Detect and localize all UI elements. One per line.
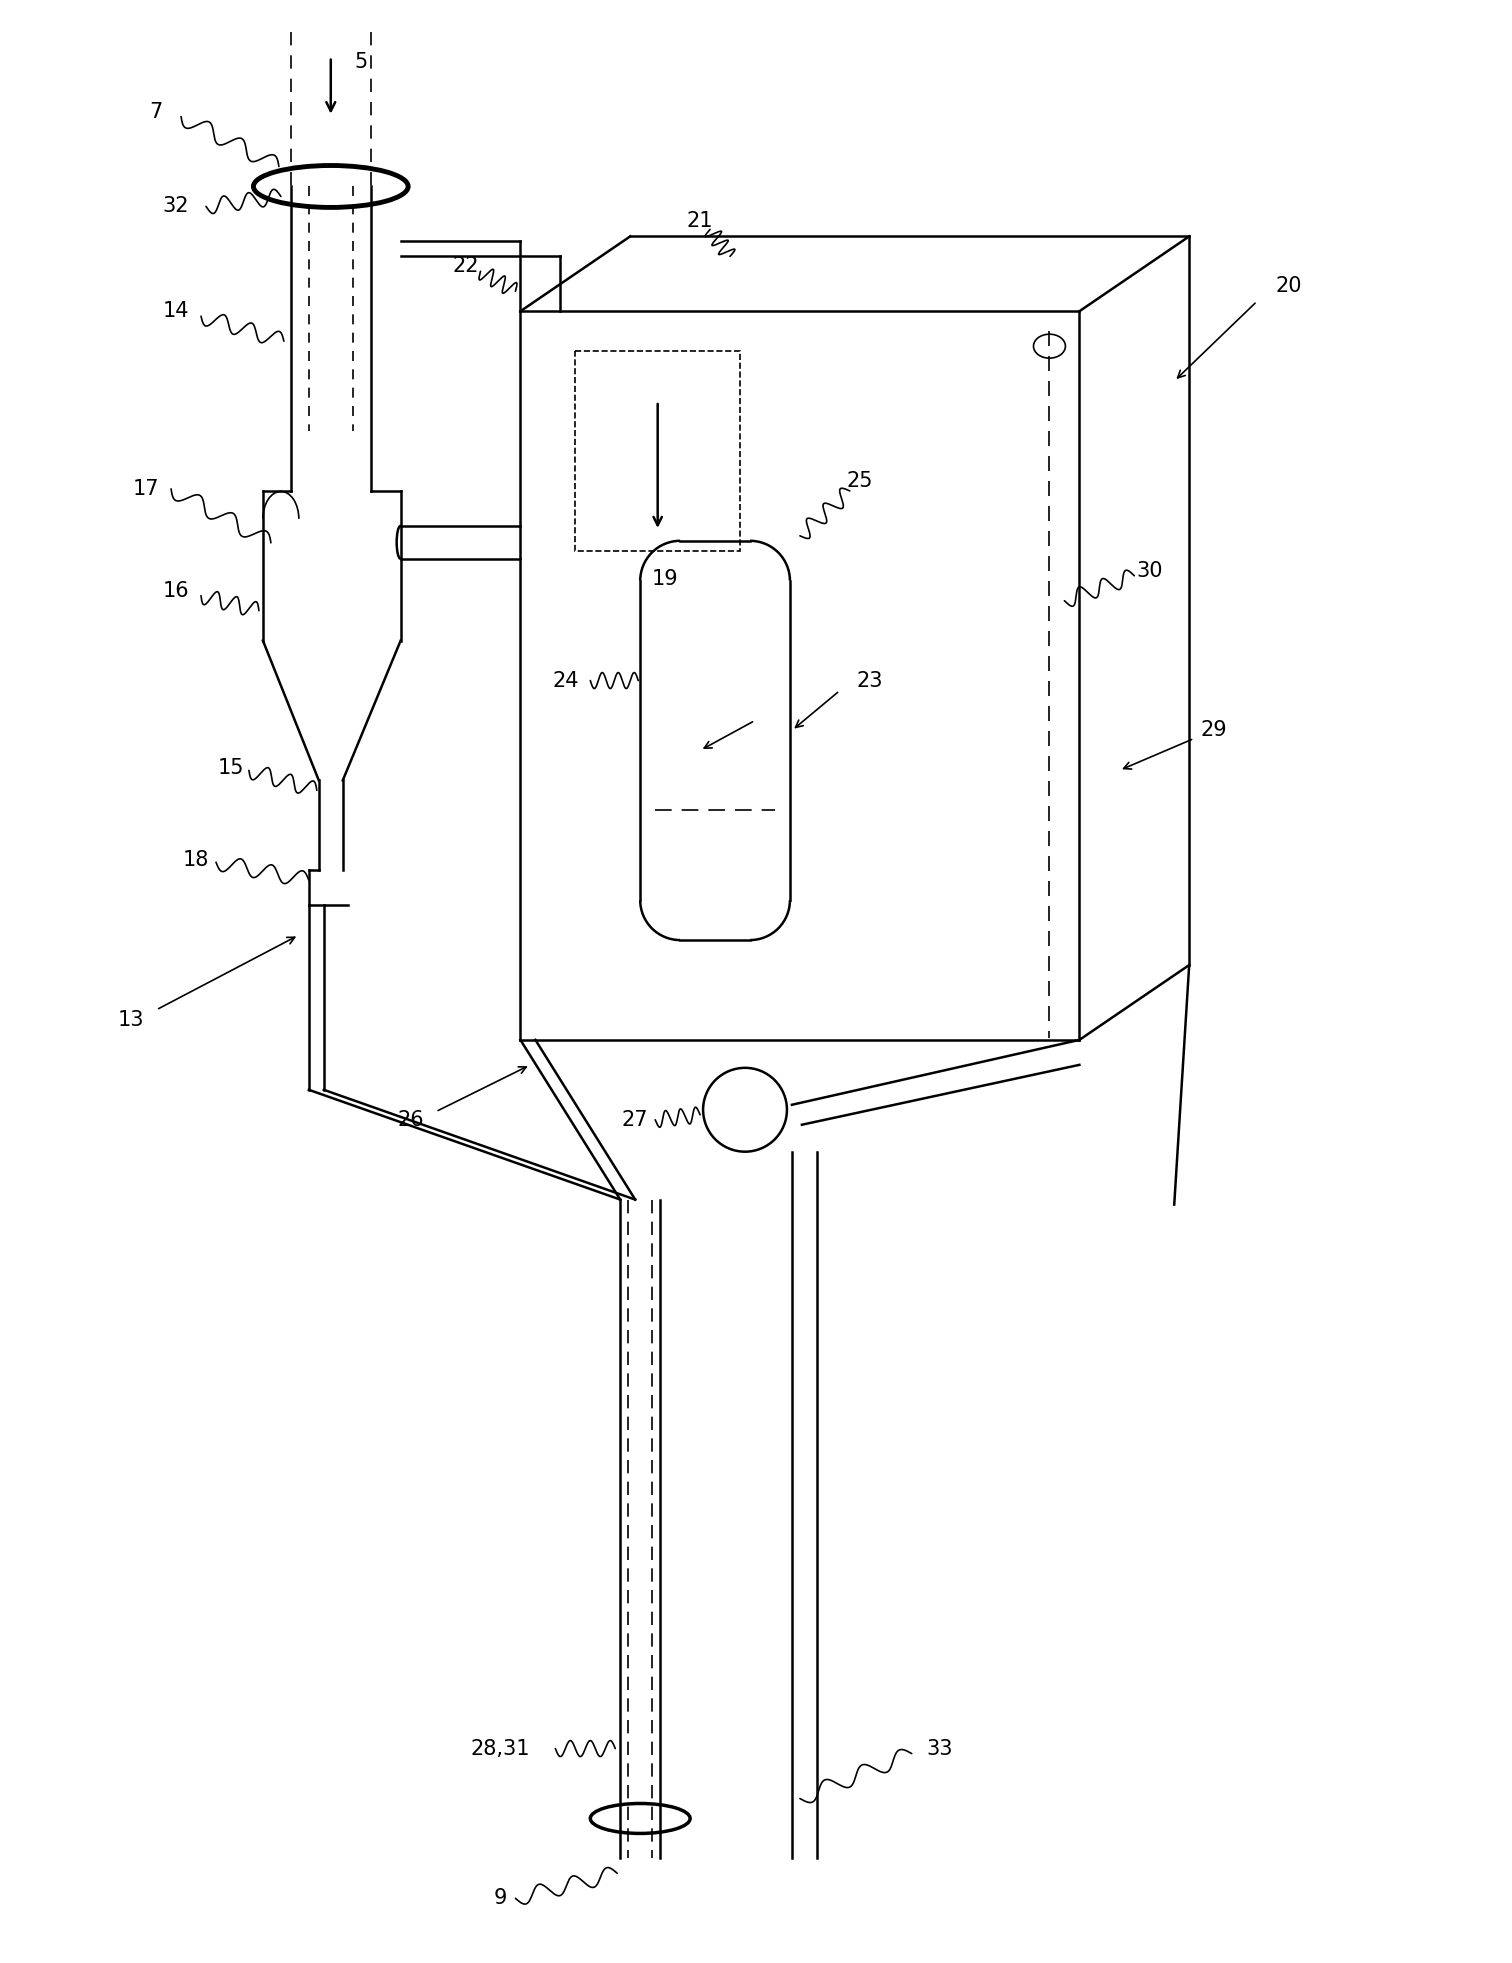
Text: 9: 9: [494, 1888, 507, 1908]
Text: 26: 26: [398, 1109, 423, 1131]
Text: 14: 14: [163, 300, 189, 322]
Bar: [576, 351, 739, 552]
Text: 30: 30: [1136, 561, 1163, 581]
Text: 25: 25: [847, 471, 872, 491]
Text: 13: 13: [118, 1009, 145, 1031]
Text: 28,31: 28,31: [470, 1739, 531, 1759]
Text: 15: 15: [218, 758, 245, 779]
Text: 21: 21: [686, 212, 714, 232]
Text: 19: 19: [652, 569, 679, 589]
Text: 5: 5: [354, 51, 367, 73]
Text: 32: 32: [163, 196, 189, 216]
Text: 33: 33: [927, 1739, 953, 1759]
Text: 23: 23: [856, 671, 883, 691]
Text: 29: 29: [1201, 720, 1228, 740]
Text: 18: 18: [183, 850, 209, 870]
Text: 24: 24: [552, 671, 579, 691]
Text: 20: 20: [1276, 277, 1302, 296]
Text: 16: 16: [163, 581, 189, 601]
Text: 27: 27: [621, 1109, 649, 1131]
Text: 22: 22: [452, 257, 479, 277]
Text: 17: 17: [133, 479, 159, 499]
Text: 7: 7: [150, 102, 163, 122]
